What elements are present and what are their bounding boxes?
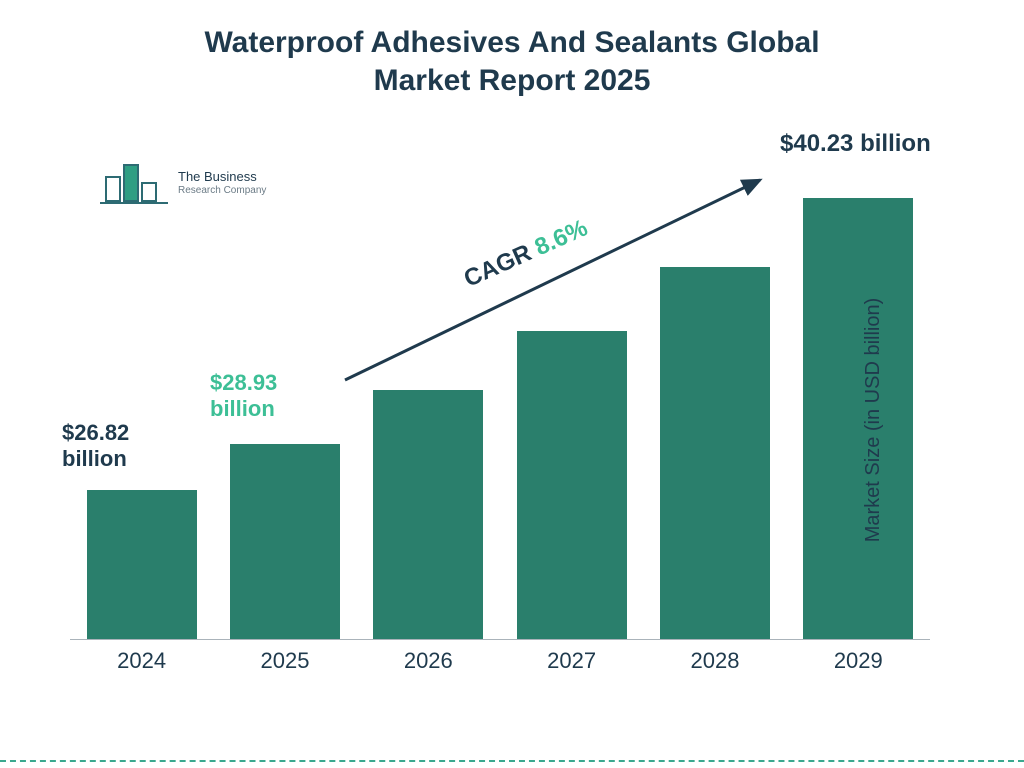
xlabel-2024: 2024 [87, 648, 197, 674]
bar-2024 [87, 490, 197, 639]
xlabel-2029: 2029 [803, 648, 913, 674]
value-2025-unit: billion [210, 396, 277, 422]
chart-area: 2024 2025 2026 2027 2028 2029 Market Size (in… [70, 160, 950, 680]
x-axis-labels: 2024 2025 2026 2027 2028 2029 [70, 648, 930, 674]
value-label-2025: $28.93 billion [210, 370, 277, 423]
bottom-divider [0, 760, 1024, 762]
value-2024-unit: billion [62, 446, 129, 472]
value-2025-amount: $28.93 [210, 370, 277, 396]
value-2029-amount: $40.23 billion [780, 130, 931, 159]
plot [70, 160, 930, 640]
value-2024-amount: $26.82 [62, 420, 129, 446]
y-axis-title: Market Size (in USD billion) [862, 298, 885, 543]
bar-group [70, 159, 930, 639]
value-label-2024: $26.82 billion [62, 420, 129, 473]
bar-2026 [373, 390, 483, 639]
bar-2027 [517, 331, 627, 639]
title-line2: Market Report 2025 [0, 62, 1024, 100]
title-line1: Waterproof Adhesives And Sealants Global [0, 24, 1024, 62]
bar-2025 [230, 444, 340, 639]
xlabel-2026: 2026 [373, 648, 483, 674]
bar-2028 [660, 267, 770, 639]
xlabel-2028: 2028 [660, 648, 770, 674]
bar-2029 [803, 198, 913, 639]
xlabel-2027: 2027 [517, 648, 627, 674]
chart-title: Waterproof Adhesives And Sealants Global… [0, 24, 1024, 99]
value-label-2029: $40.23 billion [780, 130, 931, 159]
xlabel-2025: 2025 [230, 648, 340, 674]
